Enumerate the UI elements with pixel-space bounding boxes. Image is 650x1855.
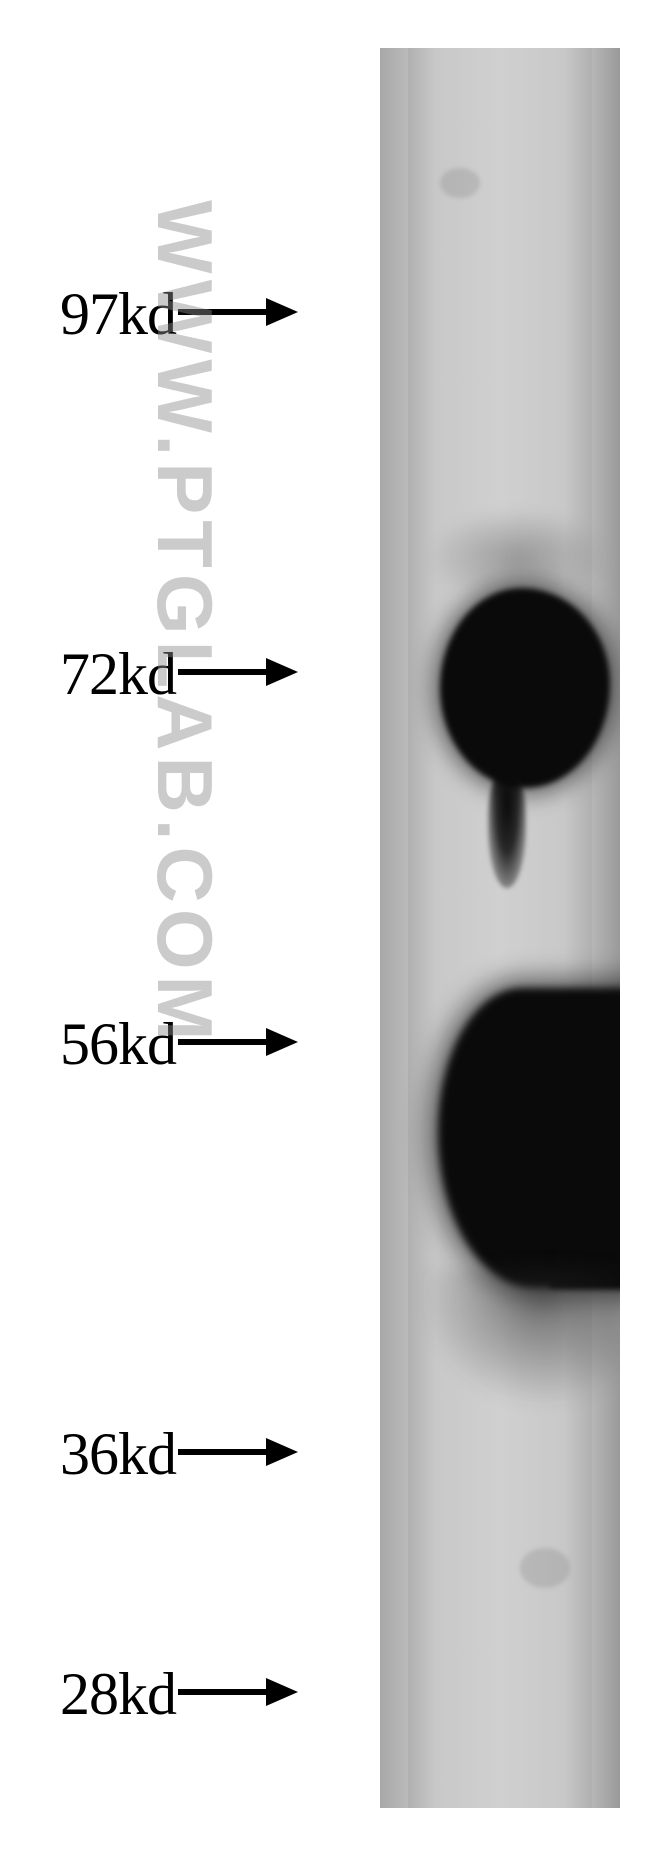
marker-label: 97kd: [60, 280, 176, 349]
marker-56kd: 56kd: [60, 1010, 298, 1079]
marker-72kd: 72kd: [60, 640, 298, 709]
marker-label: 72kd: [60, 640, 176, 709]
lower-band-edge: [550, 1008, 620, 1288]
marker-label: 36kd: [60, 1420, 176, 1489]
arrow-right-icon: [178, 1432, 298, 1477]
blot-lane: [380, 48, 620, 1808]
marker-97kd: 97kd: [60, 280, 298, 349]
arrow-right-icon: [178, 1022, 298, 1067]
noise-spot: [440, 168, 480, 198]
upper-band-tail: [488, 768, 526, 888]
marker-label: 56kd: [60, 1010, 176, 1079]
arrow-right-icon: [178, 1672, 298, 1717]
western-blot-figure: 97kd 72kd 56kd 36kd: [0, 0, 650, 1855]
arrow-right-icon: [178, 292, 298, 337]
marker-label: 28kd: [60, 1660, 176, 1729]
band-smear-lower: [422, 1268, 620, 1408]
noise-spot: [520, 1548, 570, 1588]
upper-band: [440, 588, 610, 788]
lane-right-edge: [592, 48, 620, 1808]
lane-left-edge: [380, 48, 408, 1808]
lane-membrane: [408, 48, 592, 1808]
marker-36kd: 36kd: [60, 1420, 298, 1489]
marker-28kd: 28kd: [60, 1660, 298, 1729]
arrow-right-icon: [178, 652, 298, 697]
